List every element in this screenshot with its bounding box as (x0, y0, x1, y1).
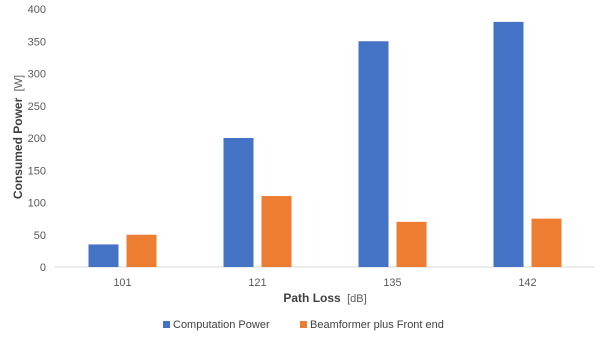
x-axis-ticks: 101 121 135 142 (113, 277, 536, 289)
y-tick-label: 100 (28, 198, 46, 210)
x-tick-label: 121 (248, 277, 266, 289)
bar-computation-power-121 (223, 138, 254, 267)
legend-label: Beamformer plus Front end (310, 319, 444, 331)
y-tick-label: 250 (28, 101, 46, 113)
bar-beamformer-front-end-121 (261, 196, 292, 267)
x-axis-title: Path Loss [dB] (283, 291, 366, 305)
y-axis-title-unit: [W] (13, 75, 25, 92)
y-axis-title-main: Consumed Power (11, 97, 25, 199)
legend: Computation Power Beamformer plus Front e… (163, 319, 444, 331)
y-axis-title: Consumed Power [W] (11, 75, 25, 199)
x-axis-title-unit: [dB] (347, 293, 367, 305)
bars (88, 21, 562, 268)
y-tick-label: 350 (28, 36, 46, 48)
y-tick-label: 150 (28, 165, 46, 177)
bar-beamformer-front-end-142 (531, 218, 562, 267)
y-axis-ticks: 0 50 100 150 200 250 300 350 400 (28, 4, 46, 274)
bar-computation-power-101 (88, 244, 119, 267)
bar-beamformer-front-end-101 (126, 234, 157, 267)
x-tick-label: 101 (113, 277, 131, 289)
y-tick-label: 200 (28, 133, 46, 145)
x-tick-label: 135 (383, 277, 401, 289)
y-tick-label: 300 (28, 69, 46, 81)
x-tick-label: 142 (518, 277, 536, 289)
bar-computation-power-142 (493, 21, 524, 268)
legend-label: Computation Power (173, 319, 270, 331)
y-tick-label: 0 (40, 262, 46, 274)
legend-swatch (163, 321, 170, 328)
bar-beamformer-front-end-135 (396, 221, 427, 267)
y-tick-label: 50 (34, 230, 46, 242)
y-tick-label: 400 (28, 4, 46, 16)
x-axis-title-main: Path Loss (283, 291, 341, 305)
bar-computation-power-135 (358, 41, 389, 267)
legend-swatch (300, 321, 307, 328)
